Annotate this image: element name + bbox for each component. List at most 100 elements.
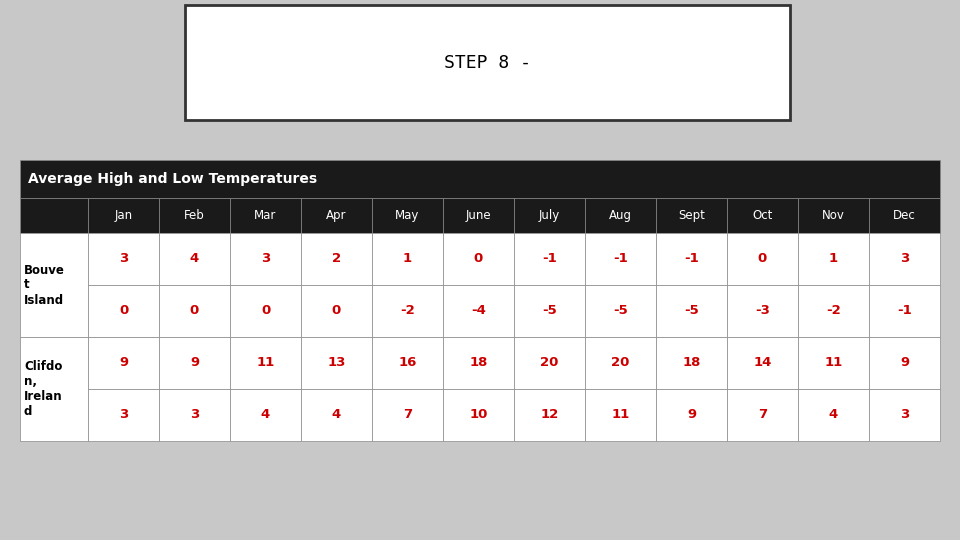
- Text: Sept: Sept: [678, 209, 705, 222]
- Text: 12: 12: [540, 408, 559, 422]
- Bar: [159, 233, 230, 285]
- Bar: [230, 198, 301, 233]
- Bar: [656, 337, 727, 389]
- Text: -1: -1: [613, 253, 628, 266]
- Text: 7: 7: [403, 408, 412, 422]
- Bar: [869, 285, 940, 337]
- Text: Jan: Jan: [114, 209, 132, 222]
- Text: 11: 11: [256, 356, 275, 369]
- Bar: [301, 233, 372, 285]
- Bar: [656, 285, 727, 337]
- Text: May: May: [396, 209, 420, 222]
- Bar: [88, 389, 159, 441]
- Bar: [372, 337, 443, 389]
- Text: -3: -3: [756, 305, 770, 318]
- Text: -5: -5: [613, 305, 628, 318]
- Bar: [301, 389, 372, 441]
- Bar: [514, 389, 585, 441]
- Bar: [656, 233, 727, 285]
- Bar: [20, 337, 88, 441]
- Text: 9: 9: [190, 356, 199, 369]
- Bar: [727, 285, 798, 337]
- Bar: [798, 233, 869, 285]
- Bar: [798, 337, 869, 389]
- Bar: [869, 337, 940, 389]
- Text: Feb: Feb: [184, 209, 204, 222]
- Bar: [585, 285, 656, 337]
- Text: -2: -2: [827, 305, 841, 318]
- Bar: [514, 233, 585, 285]
- Text: 3: 3: [190, 408, 199, 422]
- Bar: [372, 233, 443, 285]
- Text: STEP 8 -: STEP 8 -: [444, 53, 531, 71]
- Text: 2: 2: [332, 253, 341, 266]
- Bar: [443, 233, 514, 285]
- Bar: [372, 285, 443, 337]
- Bar: [514, 198, 585, 233]
- Text: 20: 20: [612, 356, 630, 369]
- Bar: [869, 389, 940, 441]
- Text: July: July: [539, 209, 560, 222]
- Text: 4: 4: [332, 408, 341, 422]
- Bar: [230, 389, 301, 441]
- Text: Nov: Nov: [822, 209, 845, 222]
- Bar: [585, 198, 656, 233]
- Bar: [585, 337, 656, 389]
- Bar: [20, 233, 88, 337]
- Bar: [443, 389, 514, 441]
- Text: -5: -5: [542, 305, 557, 318]
- Text: 3: 3: [900, 408, 909, 422]
- Bar: [230, 337, 301, 389]
- Bar: [372, 389, 443, 441]
- Bar: [159, 337, 230, 389]
- Bar: [656, 198, 727, 233]
- Bar: [443, 198, 514, 233]
- Text: Aug: Aug: [609, 209, 632, 222]
- Text: Clifdo
n,
Irelan
d: Clifdo n, Irelan d: [24, 360, 62, 418]
- Bar: [88, 233, 159, 285]
- Text: -1: -1: [898, 305, 912, 318]
- Text: 4: 4: [828, 408, 838, 422]
- Text: June: June: [466, 209, 492, 222]
- Bar: [88, 285, 159, 337]
- Text: 0: 0: [190, 305, 199, 318]
- Text: Average High and Low Temperatures: Average High and Low Temperatures: [28, 172, 317, 186]
- Text: 11: 11: [825, 356, 843, 369]
- Bar: [159, 198, 230, 233]
- Text: 13: 13: [327, 356, 346, 369]
- Text: 10: 10: [469, 408, 488, 422]
- Bar: [656, 389, 727, 441]
- Text: 0: 0: [261, 305, 270, 318]
- Bar: [798, 389, 869, 441]
- Bar: [159, 389, 230, 441]
- Text: -1: -1: [542, 253, 557, 266]
- Bar: [585, 389, 656, 441]
- Text: Bouve
t
Island: Bouve t Island: [24, 264, 65, 307]
- Text: 0: 0: [474, 253, 483, 266]
- Bar: [372, 198, 443, 233]
- Text: 18: 18: [683, 356, 701, 369]
- Text: 20: 20: [540, 356, 559, 369]
- Bar: [159, 285, 230, 337]
- Text: 0: 0: [332, 305, 341, 318]
- Bar: [20, 160, 940, 198]
- Text: 9: 9: [900, 356, 909, 369]
- Text: 1: 1: [828, 253, 838, 266]
- Text: Mar: Mar: [254, 209, 276, 222]
- Bar: [301, 198, 372, 233]
- Bar: [185, 5, 790, 120]
- Bar: [869, 233, 940, 285]
- Text: Apr: Apr: [326, 209, 347, 222]
- Text: 0: 0: [757, 253, 767, 266]
- Text: 1: 1: [403, 253, 412, 266]
- Bar: [301, 285, 372, 337]
- Bar: [443, 337, 514, 389]
- Bar: [88, 198, 159, 233]
- Bar: [727, 389, 798, 441]
- Text: -1: -1: [684, 253, 699, 266]
- Text: -5: -5: [684, 305, 699, 318]
- Text: -4: -4: [471, 305, 486, 318]
- Bar: [585, 233, 656, 285]
- Bar: [301, 337, 372, 389]
- Bar: [727, 198, 798, 233]
